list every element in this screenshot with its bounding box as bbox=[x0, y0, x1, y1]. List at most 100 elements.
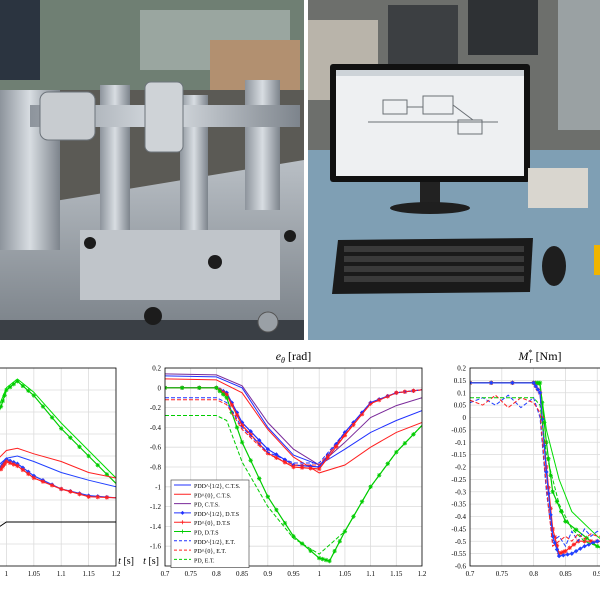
middle-series-marker bbox=[317, 466, 322, 472]
left-x-tick-label: 1.2 bbox=[112, 570, 121, 578]
left-series-marker bbox=[11, 462, 16, 467]
middle-series-marker bbox=[376, 473, 382, 478]
middle-series-marker bbox=[234, 425, 240, 430]
right-series-marker bbox=[595, 539, 600, 544]
title-main-symbol: e bbox=[276, 349, 282, 363]
left-plot-panel: 1 1.05 1.1 1.15 1.2 t [s] bbox=[0, 367, 134, 578]
right-y-tick-label: -0.05 bbox=[451, 426, 466, 434]
right-series-marker bbox=[548, 473, 553, 478]
right-x-tick-label: 0.7 bbox=[466, 570, 475, 578]
middle-x-tick-label: 0.9 bbox=[263, 570, 272, 578]
left-series-marker bbox=[77, 444, 82, 450]
left-series-marker bbox=[15, 463, 20, 469]
middle-series-marker bbox=[224, 392, 229, 397]
middle-series-marker bbox=[234, 412, 240, 418]
left-series-marker bbox=[20, 383, 26, 389]
middle-series-line bbox=[165, 375, 422, 466]
middle-y-tick-label: -1.6 bbox=[150, 543, 162, 551]
right-y-tick-label: -0.45 bbox=[451, 525, 466, 533]
right-x-tick-label: 0.85 bbox=[559, 570, 572, 578]
photo-divider bbox=[304, 0, 308, 340]
right-y-tick-label: -0.4 bbox=[455, 513, 467, 521]
middle-series-line bbox=[165, 387, 422, 562]
middle-series-marker bbox=[334, 444, 339, 449]
left-series-marker bbox=[31, 393, 37, 398]
middle-x-tick-label: 0.95 bbox=[287, 570, 300, 578]
middle-x-tick-label: 0.8 bbox=[212, 570, 221, 578]
legend-entry: PD^{0}, C.T.S. bbox=[194, 493, 232, 499]
right-y-tick-label: -0.25 bbox=[451, 476, 466, 484]
middle-series-marker bbox=[323, 557, 329, 563]
right-y-tick-label: -0.3 bbox=[455, 488, 467, 496]
middle-y-tick-label: -0.6 bbox=[150, 444, 162, 452]
right-x-tick-label: 0.8 bbox=[529, 570, 538, 578]
x-axis-symbol: t bbox=[143, 556, 146, 567]
legend-entry: PD, D.T.S bbox=[194, 531, 219, 537]
middle-series-marker bbox=[274, 507, 279, 513]
legend: PDD^{1/2}, C.T.S. PD^{0}, C.T.S. PD, C.T.S… bbox=[170, 479, 250, 568]
legend-entry: PDD^{1/2}, D.T.S bbox=[194, 512, 239, 518]
middle-series-marker bbox=[342, 433, 348, 438]
middle-series-marker bbox=[265, 494, 270, 499]
middle-series-marker bbox=[282, 460, 288, 465]
middle-y-tick-label: -1.4 bbox=[150, 523, 162, 531]
right-series-marker bbox=[563, 519, 568, 524]
right-series-marker bbox=[470, 380, 473, 386]
right-series-marker bbox=[561, 549, 566, 555]
middle-series-marker bbox=[308, 466, 313, 471]
middle-series-marker bbox=[265, 450, 270, 456]
legend-entry: PD, E.T. bbox=[194, 558, 215, 564]
legend-marker bbox=[180, 510, 185, 515]
right-series-marker bbox=[550, 526, 555, 532]
right-series-marker bbox=[573, 548, 579, 554]
left-x-tick-label: 1.05 bbox=[28, 570, 41, 578]
middle-series-marker bbox=[239, 423, 245, 428]
middle-series-marker bbox=[291, 464, 296, 470]
legend-entry: PD^{0}, D.T.S bbox=[194, 521, 230, 527]
middle-series-marker bbox=[248, 429, 253, 434]
middle-series-marker bbox=[248, 458, 253, 463]
middle-series-marker bbox=[411, 432, 416, 437]
title-unit: [rad] bbox=[285, 349, 311, 363]
right-y-tick-label: -0.2 bbox=[455, 464, 467, 472]
right-series-line bbox=[470, 382, 600, 557]
right-series-marker bbox=[573, 527, 579, 532]
middle-y-tick-label: -0.8 bbox=[150, 464, 162, 472]
middle-x-tick-label: 1.1 bbox=[366, 570, 375, 578]
left-series-line bbox=[0, 521, 116, 527]
middle-series-marker bbox=[221, 392, 226, 397]
right-series-marker bbox=[510, 380, 515, 386]
right-series-marker bbox=[563, 548, 568, 554]
middle-y-tick-label: -1.2 bbox=[150, 503, 162, 511]
right-series-line bbox=[470, 394, 600, 548]
left-x-tick-label: 1 bbox=[5, 570, 9, 578]
left-series-marker bbox=[31, 475, 37, 481]
right-series-marker bbox=[559, 509, 564, 514]
legend-entry: PDD^{1/2}, E.T. bbox=[194, 540, 236, 546]
title-subscript: r bbox=[529, 356, 533, 365]
middle-series-marker bbox=[248, 432, 253, 437]
middle-series-marker bbox=[257, 476, 262, 481]
legend-entry: PD^{0}, E.T. bbox=[194, 549, 227, 555]
right-series-marker bbox=[567, 545, 572, 551]
right-series-marker bbox=[595, 544, 600, 549]
right-series-marker bbox=[550, 489, 555, 494]
left-series-marker bbox=[95, 462, 100, 468]
photo-plot-divider bbox=[0, 340, 600, 346]
left-series-marker bbox=[0, 464, 5, 469]
right-plot-frame bbox=[469, 367, 600, 567]
middle-series-marker bbox=[342, 529, 348, 534]
left-grid bbox=[0, 368, 116, 566]
right-y-tick-label: -0.6 bbox=[455, 563, 467, 571]
legend-marker bbox=[180, 529, 185, 534]
middle-series-marker bbox=[337, 539, 342, 544]
left-series-marker bbox=[49, 483, 55, 488]
left-series-marker bbox=[86, 453, 91, 459]
left-series-marker bbox=[7, 460, 13, 466]
right-y-tick-label: 0.05 bbox=[454, 402, 467, 410]
left-series-group bbox=[0, 378, 116, 527]
middle-y-tick-label: 0.2 bbox=[152, 365, 161, 373]
right-series-marker bbox=[554, 547, 560, 552]
left-plot-frame bbox=[0, 367, 117, 567]
left-series-marker bbox=[86, 494, 91, 499]
